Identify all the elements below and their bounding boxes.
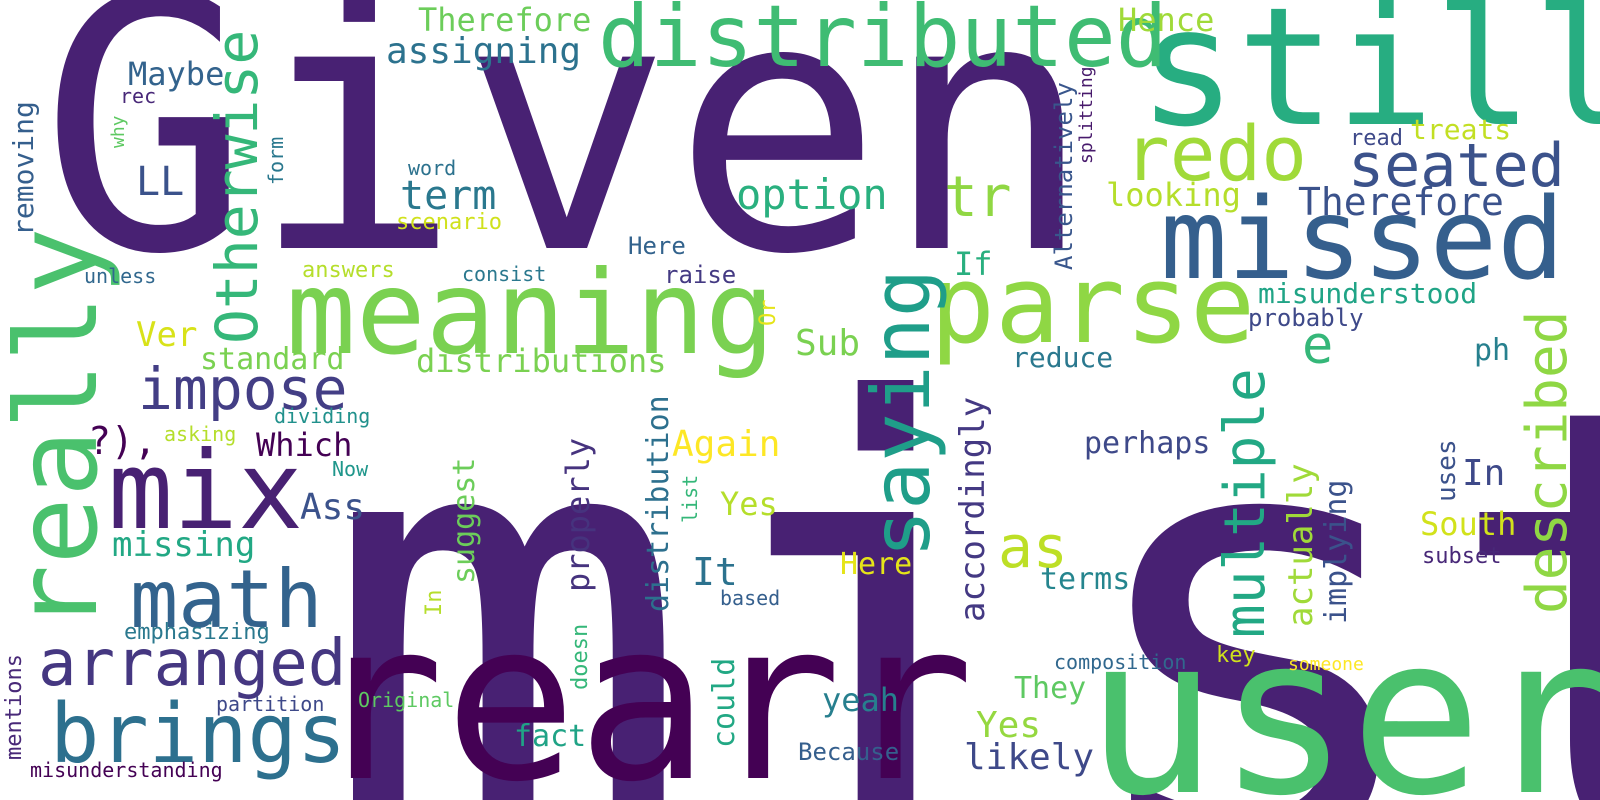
cloud-word: Sub xyxy=(795,323,861,364)
cloud-word: rearr xyxy=(312,574,975,800)
cloud-word: partition xyxy=(216,692,325,716)
cloud-word: could xyxy=(707,657,742,748)
cloud-word: option xyxy=(736,170,888,219)
cloud-word: reduce xyxy=(1012,341,1114,374)
cloud-word: It xyxy=(692,550,738,594)
cloud-word: asking xyxy=(164,422,237,446)
cloud-word: impose xyxy=(138,355,348,423)
cloud-word: misunderstood xyxy=(1258,277,1478,310)
cloud-word: as xyxy=(998,513,1068,581)
cloud-word: ph xyxy=(1474,333,1511,368)
cloud-word: Maybe xyxy=(128,55,225,93)
cloud-word: doesn xyxy=(568,623,593,690)
cloud-word: dividing xyxy=(274,404,371,428)
cloud-word: someone xyxy=(1288,654,1364,675)
cloud-word: assigning xyxy=(386,31,582,72)
cloud-word: raise xyxy=(664,261,737,289)
cloud-word: misunderstanding xyxy=(30,758,223,782)
cloud-word: Here xyxy=(840,547,913,582)
cloud-word: Which xyxy=(256,426,353,464)
cloud-word: meaning xyxy=(286,246,775,381)
cloud-word: unless xyxy=(84,264,157,288)
cloud-word: Here xyxy=(628,232,686,260)
cloud-word: Hence xyxy=(1118,1,1215,39)
cloud-word: Again xyxy=(672,424,781,465)
cloud-word: ?), xyxy=(88,419,157,463)
cloud-word: Given xyxy=(40,0,1094,331)
cloud-word: yeah xyxy=(822,681,900,719)
cloud-word: actually xyxy=(1281,463,1321,627)
cloud-word: mentions xyxy=(2,654,27,760)
cloud-word: perhaps xyxy=(1084,426,1211,461)
cloud-word: likely xyxy=(964,737,1095,778)
cloud-word: Now xyxy=(332,457,369,481)
cloud-word: suggest xyxy=(447,457,482,584)
cloud-word: emphasizing xyxy=(124,620,270,645)
cloud-word: parse xyxy=(930,243,1256,368)
cloud-word: Therefore xyxy=(1298,180,1504,224)
cloud-word: removing xyxy=(7,101,40,236)
cloud-word: e xyxy=(1302,316,1334,376)
cloud-word: arranged xyxy=(38,627,347,701)
cloud-word: rec xyxy=(120,84,157,108)
cloud-word: redo xyxy=(1124,109,1308,198)
cloud-word: Ass xyxy=(300,487,366,528)
cloud-word: why xyxy=(108,115,129,148)
cloud-word: distributions xyxy=(416,342,667,380)
cloud-word: accordingly xyxy=(953,396,993,622)
cloud-word: fact xyxy=(514,719,587,754)
cloud-word: They xyxy=(1014,671,1087,706)
cloud-word: form xyxy=(264,136,288,185)
cloud-word: key xyxy=(1216,643,1256,668)
cloud-word: composition xyxy=(1054,650,1187,674)
cloud-word: scenario xyxy=(396,210,502,235)
cloud-word: properly xyxy=(559,437,597,592)
cloud-word: distributed xyxy=(598,0,1168,87)
cloud-word: Therefore xyxy=(418,1,592,39)
cloud-word: splitting xyxy=(1076,66,1097,164)
cloud-word: In xyxy=(422,589,447,617)
cloud-word: Ver xyxy=(136,315,198,355)
cloud-word: mix xyxy=(108,429,304,554)
cloud-word: treats xyxy=(1410,113,1512,146)
cloud-word: If xyxy=(954,245,993,283)
cloud-word: implying xyxy=(1319,479,1354,625)
cloud-word: Original xyxy=(358,688,455,712)
cloud-word: still xyxy=(1138,0,1600,163)
cloud-word: In xyxy=(1462,453,1506,494)
cloud-word: Alternatively xyxy=(1050,82,1078,270)
cloud-word: math xyxy=(130,553,323,646)
cloud-word: missing xyxy=(112,525,256,565)
cloud-word: uses xyxy=(1432,439,1462,502)
cloud-word: multiple xyxy=(1213,368,1278,638)
cloud-word: based xyxy=(720,586,781,610)
cloud-word: standard xyxy=(200,342,345,377)
cloud-word: described xyxy=(1515,310,1580,614)
cloud-word: probably xyxy=(1248,304,1364,332)
cloud-word: seated xyxy=(1348,131,1565,201)
cloud-word: Yes xyxy=(976,705,1042,746)
cloud-word: saying xyxy=(855,269,948,558)
cloud-word: user xyxy=(1085,588,1600,800)
cloud-word: brings xyxy=(50,687,347,782)
cloud-word: read xyxy=(1350,126,1403,151)
cloud-word: list xyxy=(678,474,702,523)
cloud-word: Or xyxy=(756,299,781,327)
cloud-word: South xyxy=(1420,505,1517,543)
cloud-word: consist xyxy=(462,262,547,286)
cloud-word: mist xyxy=(320,277,1600,800)
cloud-word: Because xyxy=(798,738,900,766)
cloud-word: term xyxy=(400,173,497,219)
cloud-word: word xyxy=(408,156,457,180)
cloud-word: terms xyxy=(1040,562,1131,597)
cloud-word: distribution xyxy=(641,395,676,612)
cloud-word: subset xyxy=(1422,544,1502,569)
cloud-word: tr xyxy=(944,165,1012,230)
cloud-word: Yes xyxy=(720,485,778,523)
cloud-word: missed xyxy=(1160,175,1565,305)
cloud-word: LL xyxy=(136,159,185,205)
cloud-word: looking xyxy=(1106,176,1241,214)
cloud-word: answers xyxy=(302,258,395,283)
